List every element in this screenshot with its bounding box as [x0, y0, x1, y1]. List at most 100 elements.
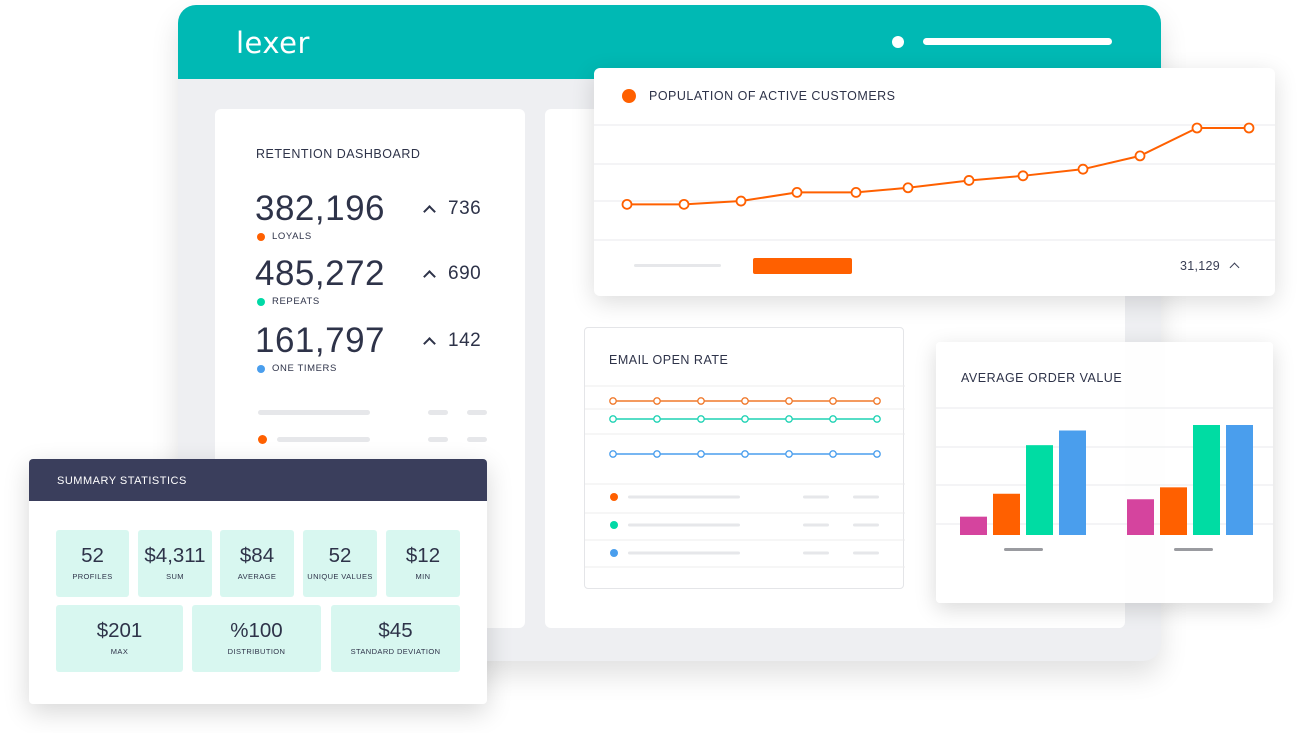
aov-bar	[1059, 430, 1086, 535]
legend-dot-icon	[257, 297, 265, 306]
legend-dot-icon	[257, 364, 265, 373]
stat-label: MIN	[415, 572, 431, 581]
stat-value: $4,311	[144, 544, 206, 567]
email-open-rate-card[interactable]: EMAIL OPEN RATE	[584, 327, 905, 589]
placeholder-line	[428, 410, 448, 415]
stat-label: DISTRIBUTION	[227, 647, 286, 656]
legend-dot-icon	[257, 232, 265, 241]
lexer-logo[interactable]: lexer	[236, 26, 310, 60]
metric-label: ONE TIMERS	[272, 363, 337, 374]
population-point	[1191, 122, 1203, 134]
metric-label: LOYALS	[272, 231, 312, 242]
stat-tile-profiles[interactable]: 52 PROFILES	[56, 530, 129, 597]
summary-statistics-title: SUMMARY STATISTICS	[57, 475, 187, 487]
summary-header: SUMMARY STATISTICS	[29, 459, 487, 501]
population-point	[902, 182, 914, 194]
population-point	[1017, 170, 1029, 182]
placeholder-line	[467, 410, 487, 415]
placeholder-line	[803, 551, 829, 555]
email-point	[653, 415, 661, 423]
metric-value: 485,272	[255, 254, 386, 293]
population-card[interactable]: POPULATION OF ACTIVE CUSTOMERS 31,129	[594, 68, 1275, 296]
email-point	[873, 415, 881, 423]
email-point	[829, 397, 837, 405]
stat-tile-sum[interactable]: $4,311 SUM	[138, 530, 212, 597]
orange-dot-icon	[622, 89, 636, 103]
placeholder-line	[428, 437, 448, 442]
metric-repeats[interactable]: 485,272 REPEATS 690	[255, 254, 515, 314]
header-placeholder-bar	[923, 38, 1112, 45]
change-value: 736	[448, 198, 482, 219]
email-point	[653, 397, 661, 405]
metric-legend: REPEATS	[257, 296, 320, 307]
caret-up-icon	[423, 336, 436, 350]
metric-value: 382,196	[255, 189, 386, 228]
placeholder-line	[803, 523, 829, 527]
stat-value: $201	[96, 619, 143, 642]
email-point	[609, 450, 617, 458]
stat-tile-standard-deviation[interactable]: $45 STANDARD DEVIATION	[331, 605, 460, 672]
stat-value: 52	[328, 544, 352, 567]
metric-label: REPEATS	[272, 296, 320, 307]
placeholder-line	[467, 437, 487, 442]
email-point	[653, 450, 661, 458]
email-point	[609, 397, 617, 405]
email-open-rate-chart	[585, 385, 905, 568]
population-point	[735, 195, 747, 207]
axis-label-placeholder	[1174, 548, 1213, 551]
email-point	[873, 450, 881, 458]
stat-value: $84	[239, 544, 275, 567]
stat-label: SUM	[166, 572, 184, 581]
stat-tile-max[interactable]: $201 MAX	[56, 605, 183, 672]
average-order-value-title: AVERAGE ORDER VALUE	[961, 371, 1123, 385]
metric-change: 142	[423, 330, 481, 352]
legend-dot-icon	[610, 549, 618, 557]
population-title-row: POPULATION OF ACTIVE CUSTOMERS	[622, 89, 896, 103]
stat-tile-min[interactable]: $12 MIN	[386, 530, 460, 597]
placeholder-line	[258, 410, 370, 415]
population-point	[791, 187, 803, 198]
email-point	[697, 415, 705, 423]
metric-one-timers[interactable]: 161,797 ONE TIMERS 142	[255, 321, 515, 381]
aov-bar	[960, 516, 987, 535]
legend-dot-icon	[258, 435, 267, 444]
placeholder-line	[853, 523, 879, 527]
stat-label: UNIQUE VALUES	[307, 572, 373, 581]
metric-value: 161,797	[255, 321, 386, 360]
retention-dashboard-title: RETENTION DASHBOARD	[256, 147, 421, 161]
stat-value: %100	[230, 619, 283, 642]
stat-tile-average[interactable]: $84 AVERAGE	[220, 530, 294, 597]
email-point	[741, 397, 749, 405]
metric-legend: ONE TIMERS	[257, 363, 337, 374]
average-order-value-card[interactable]: AVERAGE ORDER VALUE	[936, 342, 1273, 603]
aov-bar	[1226, 425, 1253, 535]
header-dot-icon	[892, 36, 904, 48]
stat-label: MAX	[110, 647, 129, 656]
app-header: lexer	[178, 5, 1161, 79]
population-point	[621, 198, 633, 210]
caret-up-icon	[423, 204, 436, 218]
aov-bar	[1127, 499, 1154, 535]
email-point	[829, 450, 837, 458]
placeholder-line	[853, 551, 879, 555]
population-series-line	[627, 127, 1249, 206]
population-point	[963, 175, 975, 186]
population-point	[1134, 150, 1146, 162]
average-order-value-chart	[936, 407, 1273, 551]
stat-tile-distribution[interactable]: %100 DISTRIBUTION	[192, 605, 321, 672]
highlight-bar	[753, 258, 852, 274]
change-value: 690	[448, 263, 482, 284]
population-point	[850, 187, 862, 198]
stat-tile-unique-values[interactable]: 52 UNIQUE VALUES	[303, 530, 377, 597]
population-point	[678, 198, 690, 210]
aov-bar	[1160, 487, 1187, 535]
stat-value: $12	[405, 544, 441, 567]
placeholder-line	[628, 551, 740, 555]
metric-change: 736	[423, 198, 482, 220]
metric-loyals[interactable]: 382,196 LOYALS 736	[255, 189, 515, 249]
population-point	[1243, 122, 1255, 134]
email-open-rate-title: EMAIL OPEN RATE	[609, 353, 729, 367]
summary-statistics-card: SUMMARY STATISTICS 52 PROFILES $4,311 SU…	[29, 459, 487, 704]
stat-value: $45	[378, 619, 413, 642]
stat-label: PROFILES	[72, 572, 113, 581]
